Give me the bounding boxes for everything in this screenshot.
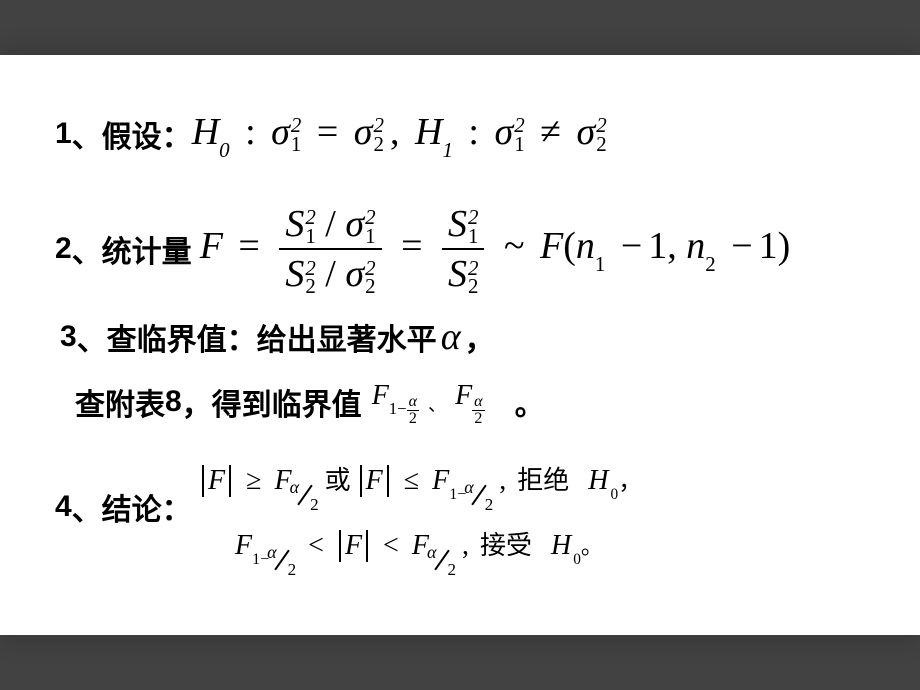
F-crit1-sub: 1−α2 <box>389 399 419 418</box>
sigma4: σ <box>577 111 596 153</box>
H-rej: H <box>588 465 608 496</box>
frac2-den: S22 <box>442 250 484 298</box>
slash1: / <box>325 203 336 245</box>
reject-text: 拒绝 <box>517 466 569 495</box>
H-acc: H <box>551 530 571 561</box>
item-3-number: 3 <box>60 320 77 354</box>
Fb2-sub: α2 <box>429 551 455 568</box>
eq1: = <box>317 111 338 153</box>
F-crit1: F <box>372 380 389 411</box>
ge: ≥ <box>246 465 261 496</box>
neq: ≠ <box>540 111 561 153</box>
tilde: ~ <box>504 225 525 267</box>
concl-rowB: F1−α2 < F < Fα2 , 接受 H0。 <box>235 525 603 571</box>
item-3-pre: 查附表 <box>75 380 165 424</box>
slide-content: 1 、假设： H0 : σ21 = σ22, H1 : σ21 ≠ σ22 2 … <box>0 55 920 635</box>
absF3: F <box>339 530 368 562</box>
sigma3: σ <box>494 111 513 153</box>
item-2-label: 、统计量 <box>72 227 192 271</box>
accept-text: 接受 <box>480 531 532 560</box>
item-3-line1: 3 、查临界值：给出显著水平 α ， <box>60 315 495 359</box>
item-4-label: 、结论： <box>72 485 192 529</box>
item-4-rowB: F1−α2 < F < Fα2 , 接受 H0。 <box>235 525 603 571</box>
item-3-eight: 8 <box>165 385 182 419</box>
minus2: − <box>731 225 752 267</box>
frac2-num: S21 <box>442 200 484 250</box>
rpar: ) <box>778 225 791 267</box>
sig2d: σ <box>345 253 364 295</box>
lt2: < <box>383 530 399 561</box>
colon2: : <box>468 111 479 153</box>
F-lhs: F <box>200 225 223 267</box>
F-crit2-sub: α2 <box>472 399 484 418</box>
sigma1: σ <box>271 111 290 153</box>
item-4-label-row: 4 、结论： <box>55 485 192 529</box>
slash2: / <box>325 253 336 295</box>
frac1-num: S21 / σ21 <box>279 200 381 250</box>
item-1-label: 、假设： <box>72 112 192 156</box>
one1: 1 <box>648 225 667 267</box>
one2: 1 <box>759 225 778 267</box>
concl-rowA: F ≥ Fα2 或 F ≤ F1−α2 , 拒绝 H0， <box>200 460 642 506</box>
item-2-number: 2 <box>55 232 72 266</box>
item-1-number: 1 <box>55 117 72 151</box>
H1-sub: 1 <box>442 138 452 162</box>
n2: n <box>686 225 705 267</box>
Fa2-sub: 1−α2 <box>449 486 492 503</box>
H0-sub: 0 <box>219 138 229 162</box>
item-3-period: 。 <box>515 380 545 424</box>
F-crit2: F <box>455 380 472 411</box>
commaB: , <box>462 530 469 561</box>
item-3-post: ，得到临界值 <box>182 380 362 424</box>
comma2: , <box>667 225 677 267</box>
dot: 、 <box>428 395 446 415</box>
item-4-rowA: F ≥ Fα2 或 F ≤ F1−α2 , 拒绝 H0， <box>200 460 642 506</box>
Fdist: F <box>540 225 563 267</box>
lpar: ( <box>563 225 576 267</box>
Fb1-sub: 1−α2 <box>252 551 295 568</box>
item-3-label: 、查临界值：给出显著水平 <box>77 315 437 359</box>
H0-sym: H <box>192 111 219 153</box>
item-3-comma: ， <box>465 315 495 359</box>
Fa1-sub: α2 <box>292 486 318 503</box>
item-1-formula: H0 : σ21 = σ22, H1 : σ21 ≠ σ22 <box>192 110 607 159</box>
sig1n: σ <box>345 203 364 245</box>
sub2a: 2 <box>374 135 384 154</box>
item-4-number: 4 <box>55 490 72 524</box>
comma1: , <box>390 111 400 153</box>
item-2: 2 、统计量 F = S21 / σ21 S22 / σ22 = S21 <box>55 200 790 298</box>
frac1-den: S22 / σ22 <box>279 250 381 298</box>
absF2: F <box>360 465 389 497</box>
H1-sym: H <box>415 111 442 153</box>
or-text: 或 <box>325 466 351 495</box>
item-2-formula: F = S21 / σ21 S22 / σ22 = S21 <box>200 200 791 298</box>
S1n: S <box>285 203 304 245</box>
S2d: S <box>285 253 304 295</box>
item-3-line2: 查附表 8 ，得到临界值 F1−α2 、 Fα2 。 <box>75 380 545 424</box>
commaA: , <box>499 465 506 496</box>
periodB: 。 <box>581 534 603 559</box>
sigma2: σ <box>354 111 373 153</box>
frac2: S21 S22 <box>442 200 484 298</box>
eq2a: = <box>238 225 259 267</box>
minus1: − <box>621 225 642 267</box>
n1: n <box>576 225 595 267</box>
eq2b: = <box>401 225 422 267</box>
commaA2: ， <box>618 469 642 495</box>
crit-values: F1−α2 、 Fα2 <box>372 380 485 423</box>
le: ≤ <box>404 465 419 496</box>
frac1: S21 / σ21 S22 / σ22 <box>279 200 381 298</box>
absF1: F <box>202 465 231 497</box>
sub1b: 1 <box>514 135 524 154</box>
Fa2: F <box>432 465 449 496</box>
sub1a: 1 <box>291 135 301 154</box>
lt1: < <box>308 530 324 561</box>
item-1: 1 、假设： H0 : σ21 = σ22, H1 : σ21 ≠ σ22 <box>55 110 607 159</box>
Fb1: F <box>235 530 252 561</box>
alpha-sym: α <box>441 315 461 359</box>
sub2b: 2 <box>596 135 606 154</box>
colon1: : <box>245 111 256 153</box>
